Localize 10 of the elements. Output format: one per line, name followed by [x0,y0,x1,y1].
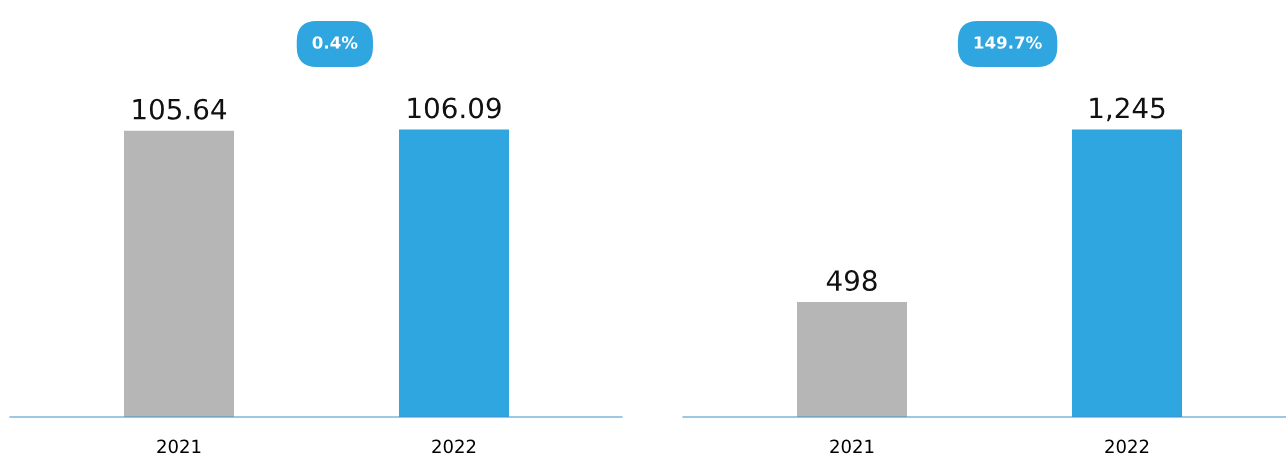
data-label: 106.09 [408,97,501,119]
data-label: 105.64 [133,98,227,120]
text: 0.4% [312,36,358,49]
data-label: 1,245 [1090,97,1165,122]
text: 149.7% [974,36,1042,49]
x-tick-label: 2021 [830,439,874,454]
x-tick-label: 2022 [432,439,476,454]
data-label: 498 [826,270,877,292]
x-tick-label: 2022 [1105,439,1149,454]
x-tick-label: 2021 [157,439,201,454]
